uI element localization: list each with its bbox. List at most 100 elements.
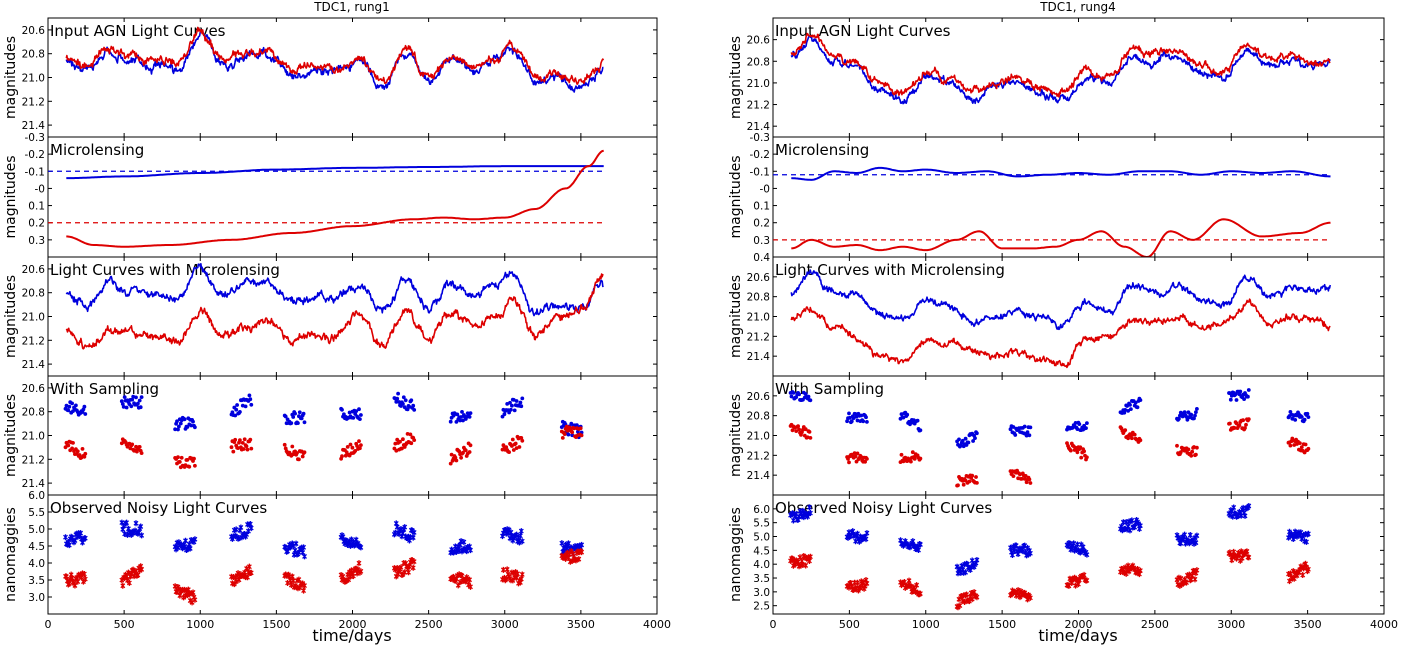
data-point [1189,412,1194,417]
data-point [807,430,812,434]
data-point [1241,418,1245,423]
data-point [70,446,74,451]
data-point [1178,575,1184,582]
data-point [1023,474,1028,478]
y-tick-label: -0.1 [750,166,771,178]
data-point [189,423,194,428]
y-tick-label: 21.0 [747,312,770,324]
data-point [863,536,869,543]
data-point [297,457,301,462]
data-point [1234,421,1239,426]
panel-marks [48,149,604,248]
data-point [290,444,295,449]
data-point [510,437,515,442]
data-point [185,458,190,462]
y-tick-label: 20.6 [22,25,46,37]
data-point [193,463,197,468]
y-tick-label: -0.2 [25,149,46,161]
data-point [509,407,513,412]
panel-marks [65,262,604,350]
data-point [864,580,870,587]
data-point [1186,447,1191,452]
data-point [517,532,523,539]
data-point [1244,548,1250,555]
data-point [797,392,801,397]
data-point [1288,443,1293,448]
data-point [248,525,254,532]
data-point [130,397,135,402]
data-point [910,538,916,545]
data-point [1189,453,1194,458]
y-tick-label: 4.0 [28,558,45,570]
data-point [504,566,510,573]
series-line [66,149,604,248]
data-point [448,461,453,466]
data-point [297,410,302,415]
y-tick-label: 20.8 [747,56,770,68]
y-tick-label: 20.6 [747,35,771,47]
data-point [291,415,296,419]
data-point [235,403,240,407]
data-point [301,544,307,551]
data-point [350,573,356,580]
panel-marks [63,519,585,606]
data-point [1195,445,1199,450]
y-tick-label: 21.2 [747,450,770,462]
data-point [70,401,74,406]
panel-marks [63,391,584,470]
y-tick-label: 21.4 [747,121,771,133]
data-point [190,589,196,596]
data-point [1182,531,1188,538]
data-point [231,449,236,454]
y-tick-label: 20.8 [747,411,770,423]
data-point [503,575,509,582]
data-point [412,408,417,412]
data-point [967,479,972,484]
data-point [1073,582,1079,589]
data-point [974,475,978,479]
data-point [1229,393,1234,398]
data-point [301,587,307,594]
data-point [854,414,859,419]
data-point [1300,572,1306,579]
data-point [192,456,196,461]
data-point [1085,455,1089,460]
y-tick-label: 6.0 [28,490,45,502]
data-point [121,405,126,409]
data-point [1082,449,1086,454]
data-point [351,416,356,420]
data-point [283,414,288,419]
data-point [1306,446,1311,451]
data-point [411,403,416,408]
data-point [289,421,294,425]
data-point [177,424,181,429]
x-tick-label: 0 [770,618,777,631]
data-point [1302,417,1307,422]
y-tick-label: 5.5 [28,507,45,519]
data-point [395,396,400,401]
data-point [245,447,250,452]
data-point [570,550,576,557]
data-point [350,445,355,450]
data-point [302,553,308,560]
data-point [966,440,971,445]
data-point [1234,398,1239,402]
panel-marks [790,269,1331,369]
data-point [177,460,182,464]
y-tick-label: -0.2 [750,149,771,161]
x-tick-label: 500 [114,618,135,631]
data-point [807,504,812,511]
data-point [408,432,413,437]
data-point [185,425,190,429]
data-point [960,438,965,443]
data-point [1177,416,1181,421]
data-point [395,437,400,442]
data-point [963,436,968,441]
x-tick-label: 4000 [1370,618,1398,631]
data-point [468,411,473,415]
y-tick-label: 20.6 [22,383,46,395]
data-point [402,569,408,576]
data-point [1228,421,1232,426]
data-point [82,576,88,583]
